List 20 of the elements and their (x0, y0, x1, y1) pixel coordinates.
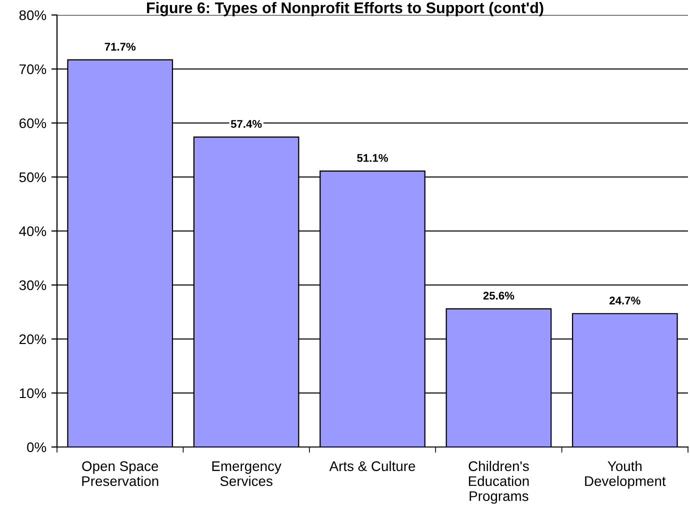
y-tick-label: 80% (19, 10, 46, 20)
x-tick-label: Youth Development (585, 460, 666, 489)
y-tick-label: 40% (19, 226, 46, 236)
y-tick-label: 70% (20, 64, 46, 74)
x-tick-label: Emergency Services (212, 461, 282, 486)
y-tick-label: 20% (19, 334, 46, 344)
data-label: 51.1% (357, 154, 388, 162)
y-tick-label: 0% (27, 442, 46, 452)
x-tick-label: Children's Education Programs (468, 460, 529, 504)
x-tick-label: Open Space Preservation (82, 461, 158, 486)
y-tick-label: 60% (19, 118, 46, 128)
x-tick-label: Arts & Culture (329, 460, 416, 472)
y-tick-label: 30% (19, 280, 46, 290)
data-label: 71.7% (104, 42, 136, 51)
chart-title: Figure 6: Types of Nonprofit Efforts to Support (cont'd) (147, 2, 544, 16)
data-label: 24.7% (610, 296, 640, 304)
data-label: 57.4% (230, 120, 262, 128)
y-tick-label: 50% (19, 172, 46, 182)
data-label: 25.6% (483, 292, 514, 300)
y-tick-label: 10% (20, 388, 46, 398)
